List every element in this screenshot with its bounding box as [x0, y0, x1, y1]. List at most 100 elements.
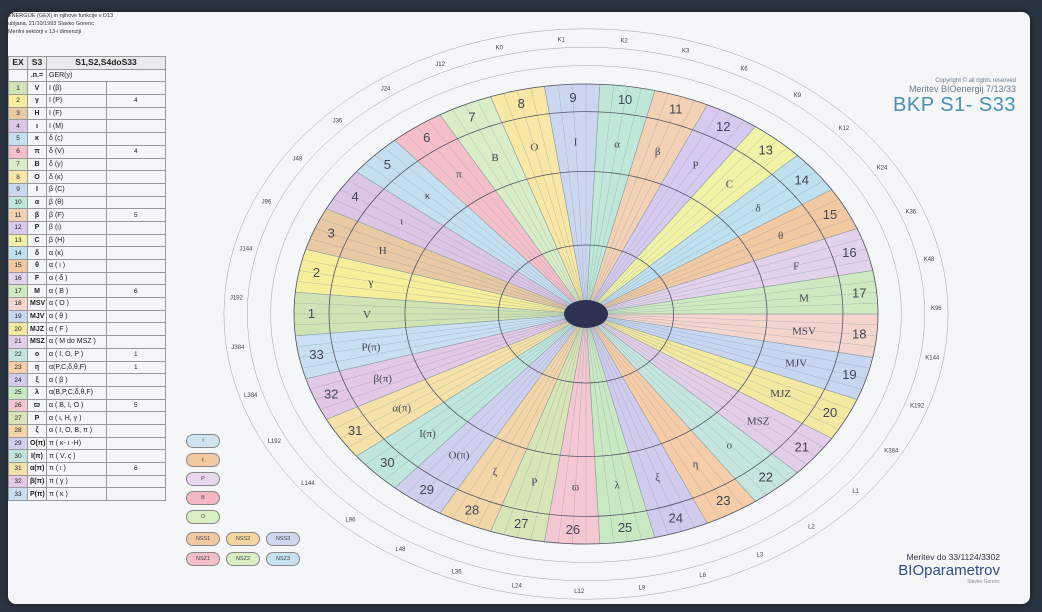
sector-symbol: δ — [756, 202, 761, 214]
radial-line — [305, 313, 587, 379]
radial-line — [585, 155, 798, 315]
outer-label: L2 — [808, 524, 815, 530]
cell-x — [105, 335, 166, 349]
col-header: S1,S2,S4doS33 — [46, 56, 166, 70]
cell-s: θ — [27, 259, 47, 273]
sector-number: 20 — [823, 405, 837, 420]
bottom-pill: NSS2 — [226, 532, 260, 546]
table-row: 31 α(π) π ( ι ) 6 — [8, 462, 166, 476]
sector-symbol: MJV — [785, 358, 807, 370]
bottom-pill: NSS3 — [266, 532, 300, 546]
radial-line — [585, 84, 601, 315]
cell-s: β — [27, 208, 47, 222]
brand-title: BKP S1- S33 — [893, 94, 1016, 116]
radial-line — [333, 198, 587, 315]
radial-line — [585, 313, 628, 542]
cell-s: α(π) — [27, 462, 47, 476]
cell-s: γ — [27, 94, 47, 108]
radial-line — [585, 313, 867, 379]
cell-x — [105, 487, 166, 502]
cell-s: β(π) — [27, 474, 47, 489]
cell-n: 20 — [8, 322, 28, 337]
cell-n: 21 — [8, 335, 28, 349]
cell-s: I — [27, 182, 47, 197]
table-header-text: ENERGIJE (GEX) in njihove funkcije v D13… — [8, 12, 166, 36]
cell-x: 6 — [105, 462, 166, 476]
cell-g: α ( M do MSZ ) — [46, 335, 107, 349]
outer-label: K2 — [620, 39, 628, 45]
cell-x — [105, 233, 166, 248]
bottom-pill: NSZ1 — [186, 552, 220, 566]
sector-number: 14 — [795, 172, 809, 187]
sector-symbol: P — [692, 160, 698, 172]
outer-label: K48 — [924, 257, 935, 263]
radial-line — [585, 313, 798, 473]
sub-header: .n.= — [27, 68, 47, 83]
cell-s: δ — [27, 246, 47, 260]
radial-line — [558, 85, 587, 315]
radial-line — [516, 90, 587, 315]
radial-line — [585, 163, 807, 315]
cell-x: 6 — [105, 284, 166, 299]
cell-g: I (P) — [46, 94, 107, 108]
cell-g: α ( β ) — [46, 373, 107, 387]
radial-line — [333, 313, 587, 430]
radial-line — [305, 249, 587, 315]
radial-line — [294, 302, 587, 315]
cell-g: I (F) — [46, 106, 107, 121]
outer-label: L384 — [244, 393, 258, 399]
cell-s: ζ — [27, 423, 47, 438]
sector-symbol: MJZ — [770, 388, 791, 400]
radial-line — [585, 126, 756, 315]
radial-line — [530, 313, 587, 540]
radial-line — [585, 313, 767, 495]
radial-line — [544, 86, 587, 315]
col-header: S3 — [27, 56, 47, 70]
sector-symbol: ο — [727, 439, 733, 451]
outer-label: K144 — [925, 355, 940, 361]
radial-line — [585, 313, 656, 538]
radial-line — [348, 313, 587, 448]
radial-line — [384, 313, 587, 481]
cell-g: α ( ι ) — [46, 259, 107, 273]
outer-arc — [223, 28, 949, 600]
sector-symbol: ζ — [493, 466, 498, 478]
outer-label: L144 — [301, 481, 315, 487]
cell-n: 3 — [8, 106, 28, 121]
radial-line — [530, 88, 587, 315]
sub-header: GER(y) — [46, 68, 166, 83]
legend-pill: B — [186, 491, 220, 505]
cell-x — [105, 449, 166, 463]
sector-number: 24 — [669, 510, 683, 525]
radial-line — [477, 313, 587, 528]
cell-x: 1 — [105, 360, 166, 375]
outer-label: L48 — [396, 547, 407, 553]
sector-number: 17 — [852, 285, 866, 300]
cell-s: λ — [27, 385, 47, 400]
cell-n: 19 — [8, 309, 28, 324]
radial-line — [365, 313, 587, 465]
sector-symbol: γ — [368, 276, 374, 288]
wheel-center — [564, 300, 608, 328]
cell-s: P — [27, 220, 47, 235]
radial-line — [427, 120, 587, 315]
radial-line — [416, 126, 587, 315]
sector-symbol: MSZ — [747, 416, 770, 428]
radial-line — [585, 96, 682, 315]
radial-line — [585, 313, 846, 420]
sector-symbol: π — [456, 168, 462, 180]
outer-label: J384 — [231, 345, 245, 351]
cell-n: 6 — [8, 144, 28, 159]
radial-line — [585, 313, 708, 524]
outer-label: K3 — [682, 48, 690, 54]
radial-line — [374, 155, 587, 315]
radial-line — [452, 313, 587, 519]
radial-line — [585, 109, 720, 315]
outer-label: L6 — [699, 573, 706, 579]
radial-line — [585, 313, 852, 410]
sector-symbol: B — [491, 152, 498, 164]
bottom-pill: NSZ3 — [266, 552, 300, 566]
